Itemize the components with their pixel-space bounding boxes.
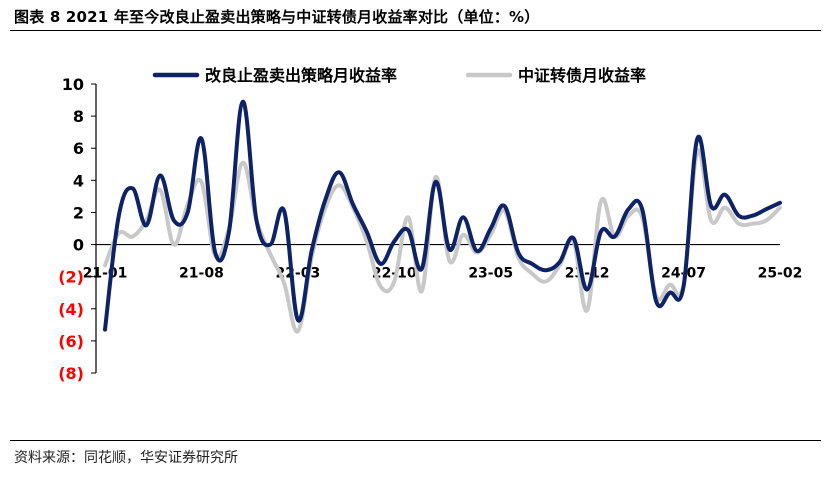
source-note: 资料来源：同花顺，华安证券研究所 — [14, 450, 238, 466]
title-divider — [10, 30, 821, 31]
chart-title: 图表 8 2021 年至今改良止盈卖出策略与中证转债月收益率对比（单位：%） — [14, 8, 540, 26]
y-tick-label: (8) — [58, 364, 84, 383]
legend-label: 改良止盈卖出策略月收益率 — [205, 66, 397, 85]
legend-label: 中证转债月收益率 — [518, 66, 646, 85]
y-tick-label: 8 — [73, 107, 84, 126]
x-tick-label: 23-12 — [565, 266, 610, 282]
y-tick-label: 0 — [73, 236, 84, 255]
x-tick-label: 23-05 — [468, 266, 513, 282]
x-tick-label: 25-02 — [758, 266, 803, 282]
series-line-strategy — [103, 99, 782, 332]
y-tick-label: 2 — [73, 203, 84, 222]
y-tick-label: (6) — [58, 332, 84, 351]
y-tick-label: 10 — [62, 75, 84, 94]
x-axis: 21-01 21-08 22-03 22-10 23-05 23-12 24-07 25-02 — [83, 243, 803, 282]
y-tick-label: 4 — [73, 171, 84, 190]
y-tick-label: (4) — [58, 300, 84, 319]
x-tick-label: 21-08 — [179, 266, 224, 282]
footer-divider — [10, 440, 821, 441]
series-lines — [103, 99, 782, 334]
x-tick-label: 21-01 — [83, 266, 128, 282]
y-tick-label: (2) — [58, 268, 84, 287]
legend: 改良止盈卖出策略月收益率 中证转债月收益率 — [152, 66, 646, 85]
line-chart: 改良止盈卖出策略月收益率 中证转债月收益率 10 8 6 4 2 0 (2) (4) (6) (8)… — [58, 66, 803, 383]
y-axis: 10 8 6 4 2 0 (2) (4) (6) (8) — [58, 75, 97, 383]
y-tick-label: 6 — [73, 139, 84, 158]
